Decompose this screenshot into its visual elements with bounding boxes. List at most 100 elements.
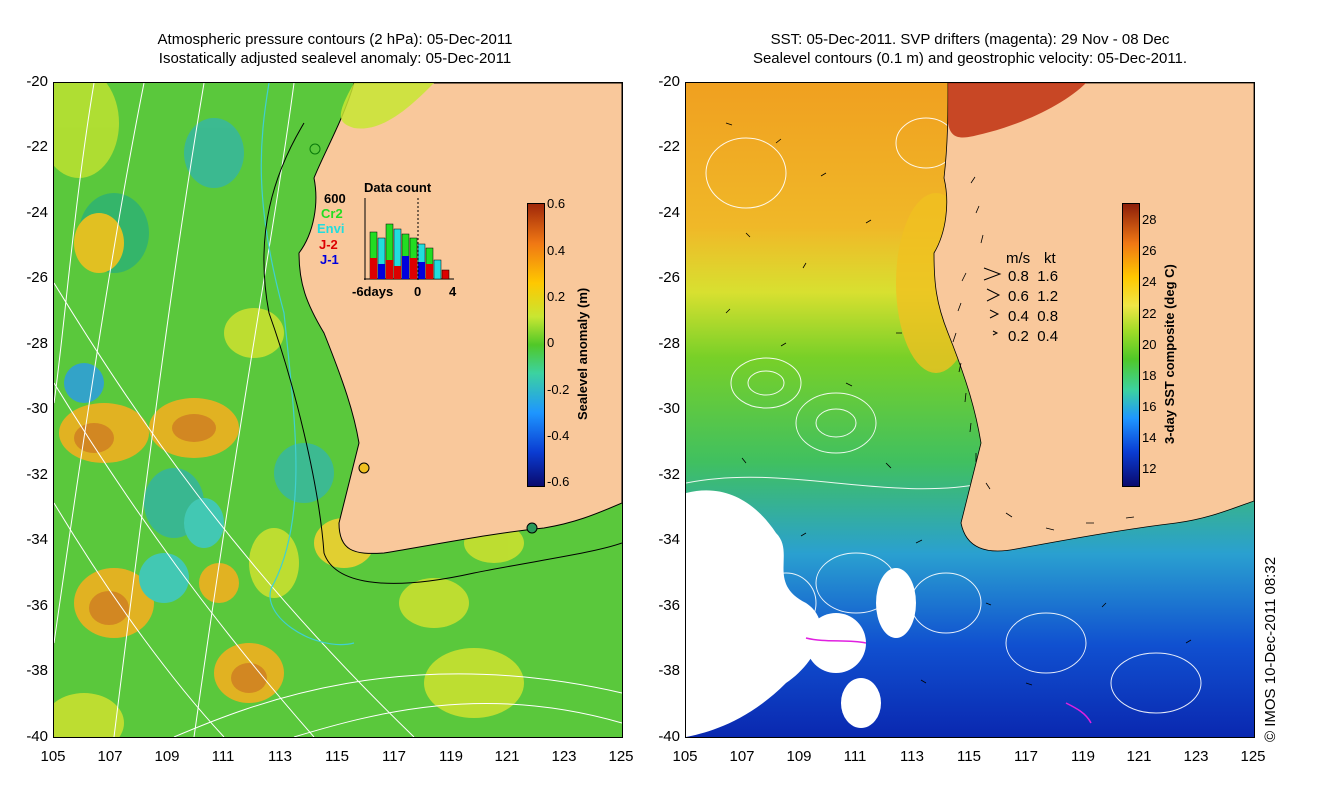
velocity-legend-row-3: 0.2 0.4 bbox=[1008, 328, 1058, 345]
sst-tick-22: 22 bbox=[1142, 306, 1157, 321]
lon-tick-left: 109 bbox=[154, 748, 180, 765]
mission-label-j1: J-1 bbox=[320, 252, 339, 267]
sla-tick--0.6: -0.6 bbox=[547, 474, 570, 489]
velocity-ms-2: 0.4 bbox=[1008, 308, 1029, 325]
coastal-dotted-strip bbox=[340, 83, 434, 129]
lat-tick-left: -22 bbox=[26, 138, 48, 155]
velocity-kt-2: 0.8 bbox=[1037, 308, 1059, 325]
coastline-shelf bbox=[263, 122, 622, 584]
lon-tick-left: 125 bbox=[608, 748, 634, 765]
inset-x-label-start: -6days bbox=[352, 284, 394, 299]
velocity-legend-row-0: 0.8 1.6 bbox=[1008, 268, 1058, 285]
inset-x-label-zero: 0 bbox=[414, 284, 422, 299]
sealevel-colorbar bbox=[527, 203, 545, 487]
lon-tick-right: 125 bbox=[1240, 748, 1266, 765]
sla-tick--0.2: -0.2 bbox=[547, 382, 570, 397]
mission-label-envi: Envi bbox=[317, 221, 345, 236]
sst-colorbar bbox=[1122, 203, 1140, 487]
sst-tick-16: 16 bbox=[1142, 399, 1157, 414]
velocity-legend-header-kt: kt bbox=[1044, 250, 1056, 267]
lon-tick-right: 123 bbox=[1183, 748, 1209, 765]
lon-tick-right: 121 bbox=[1126, 748, 1152, 765]
sst-map-svg bbox=[686, 83, 1254, 737]
lat-tick-right: -40 bbox=[658, 728, 680, 745]
velocity-legend-arrows bbox=[983, 267, 1002, 336]
left-title-line2: Isostatically adjusted sealevel anomaly:… bbox=[158, 50, 512, 67]
velocity-ms-3: 0.2 bbox=[1008, 328, 1029, 345]
lon-tick-right: 115 bbox=[957, 748, 981, 765]
velocity-kt-1: 1.2 bbox=[1037, 288, 1059, 305]
tide-station-marker-north bbox=[309, 143, 321, 155]
lat-tick-right: -36 bbox=[658, 597, 680, 614]
sla-tick--0.4: -0.4 bbox=[547, 428, 570, 443]
lat-tick-right: -30 bbox=[658, 400, 680, 417]
velocity-kt-3: 0.4 bbox=[1037, 328, 1059, 345]
lon-tick-left: 119 bbox=[439, 748, 463, 765]
sst-map bbox=[685, 82, 1255, 738]
lat-tick-right: -24 bbox=[658, 204, 680, 221]
left-map-title: Atmospheric pressure contours (2 hPa): 0… bbox=[50, 30, 620, 68]
lat-tick-left: -24 bbox=[26, 204, 48, 221]
lat-tick-right: -20 bbox=[658, 73, 680, 90]
lat-tick-right: -22 bbox=[658, 138, 680, 155]
lat-tick-left: -32 bbox=[26, 466, 48, 483]
lat-tick-right: -38 bbox=[658, 662, 680, 679]
lat-tick-left: -30 bbox=[26, 400, 48, 417]
velocity-kt-0: 1.6 bbox=[1037, 268, 1059, 285]
mission-label-j2: J-2 bbox=[319, 237, 338, 252]
velocity-vectors bbox=[725, 122, 1192, 686]
right-title-line2: Sealevel contours (0.1 m) and geostrophi… bbox=[752, 50, 1188, 67]
velocity-ms-1: 0.6 bbox=[1008, 288, 1029, 305]
velocity-legend-header-ms: m/s bbox=[1006, 250, 1031, 267]
lon-tick-right: 105 bbox=[672, 748, 698, 765]
lat-tick-left: -20 bbox=[26, 73, 48, 90]
lat-tick-left: -36 bbox=[26, 597, 48, 614]
anomaly-blobs bbox=[54, 83, 524, 737]
lat-tick-left: -40 bbox=[26, 728, 48, 745]
velocity-ms-0: 0.8 bbox=[1008, 268, 1029, 285]
sst-tick-18: 18 bbox=[1142, 368, 1157, 383]
lon-tick-left: 117 bbox=[382, 748, 406, 765]
right-title-line1: SST: 05-Dec-2011. SVP drifters (magenta)… bbox=[770, 31, 1170, 48]
data-count-title: Data count bbox=[364, 180, 432, 195]
sst-colorbar-title: 3-day SST composite (deg C) bbox=[1162, 264, 1177, 444]
histogram-bars bbox=[369, 223, 450, 280]
lat-tick-left: -34 bbox=[26, 531, 48, 548]
data-count-histogram bbox=[364, 198, 454, 280]
velocity-legend-row-2: 0.4 0.8 bbox=[1008, 308, 1058, 325]
tide-station-marker-west bbox=[358, 462, 370, 474]
lon-tick-left: 105 bbox=[40, 748, 66, 765]
velocity-legend-row-1: 0.6 1.2 bbox=[1008, 288, 1058, 305]
inset-x-label-end: 4 bbox=[449, 284, 457, 299]
australia-landmass bbox=[933, 83, 1254, 552]
lon-tick-left: 115 bbox=[325, 748, 349, 765]
lat-tick-left: -38 bbox=[26, 662, 48, 679]
tide-station-marker-south bbox=[526, 522, 538, 534]
sst-tick-14: 14 bbox=[1142, 430, 1157, 445]
lat-tick-right: -32 bbox=[658, 466, 680, 483]
sst-tick-24: 24 bbox=[1142, 274, 1157, 289]
sla-tick-0.4: 0.4 bbox=[547, 243, 566, 258]
lon-tick-left: 123 bbox=[551, 748, 577, 765]
lat-tick-right: -34 bbox=[658, 531, 680, 548]
lon-tick-left: 111 bbox=[211, 748, 235, 765]
lon-tick-right: 109 bbox=[786, 748, 812, 765]
lon-tick-right: 107 bbox=[729, 748, 755, 765]
sla-tick-0.6: 0.6 bbox=[547, 196, 566, 211]
lon-tick-left: 113 bbox=[268, 748, 292, 765]
sla-tick-0: 0 bbox=[547, 335, 555, 350]
lon-tick-right: 119 bbox=[1071, 748, 1095, 765]
lon-tick-right: 113 bbox=[900, 748, 924, 765]
sealevel-contours bbox=[686, 117, 1202, 714]
sst-tick-28: 28 bbox=[1142, 212, 1157, 227]
copyright-notice: © IMOS 10-Dec-2011 08:32 bbox=[1262, 556, 1279, 742]
lat-tick-right: -28 bbox=[658, 335, 680, 352]
sealevel-colorbar-title: Sealevel anomaly (m) bbox=[575, 287, 590, 420]
lat-tick-left: -28 bbox=[26, 335, 48, 352]
cloud-mask bbox=[686, 490, 916, 737]
left-title-line1: Atmospheric pressure contours (2 hPa): 0… bbox=[157, 31, 513, 48]
sst-tick-20: 20 bbox=[1142, 337, 1157, 352]
pressure-contours bbox=[54, 83, 622, 737]
mission-label-cr2: Cr2 bbox=[321, 206, 343, 221]
lon-tick-right: 111 bbox=[843, 748, 867, 765]
